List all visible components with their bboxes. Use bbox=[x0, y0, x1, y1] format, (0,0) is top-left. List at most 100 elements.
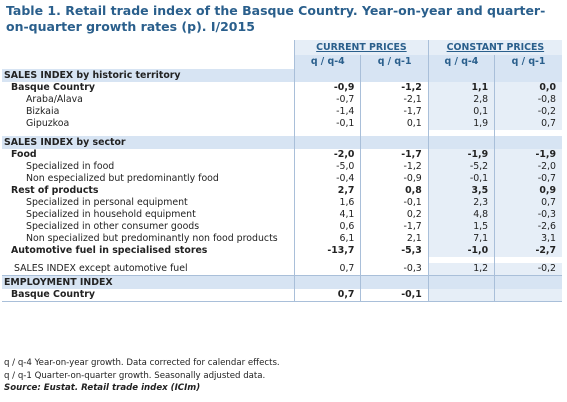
current-q4-value: 2,7 bbox=[294, 185, 361, 197]
current-q1-value: -0,9 bbox=[360, 173, 429, 185]
row-label: Specialized in other consumer goods bbox=[26, 221, 200, 232]
table-title: Table 1. Retail trade index of the Basqu… bbox=[6, 3, 546, 34]
table-row: Rest of products 2,7 0,8 3,5 0,9 bbox=[2, 185, 562, 197]
table-row: SALES INDEX except automotive fuel 0,7 -0,… bbox=[2, 263, 562, 276]
table-row: Bizkaia -1,4 -1,7 0,1 -0,2 bbox=[2, 106, 562, 118]
constant-q4-value: -5,2 bbox=[427, 161, 495, 173]
current-q4-header: q / q-4 bbox=[294, 55, 361, 69]
constant-q4-value: 1,2 bbox=[427, 263, 495, 276]
current-q1-header: q / q-1 bbox=[360, 55, 429, 69]
spacer-row bbox=[2, 130, 562, 136]
current-q1-value: 0,1 bbox=[360, 118, 429, 130]
current-q1-value: -1,2 bbox=[360, 161, 429, 173]
section-empty-cell bbox=[427, 69, 495, 82]
table-row: Non especialized but predominantly food -… bbox=[2, 173, 562, 185]
current-q1-value: -5,3 bbox=[360, 245, 429, 257]
current-q4-value: -2,0 bbox=[294, 149, 361, 161]
constant-q4-value: 3,5 bbox=[427, 185, 495, 197]
constant-q4-value: 7,1 bbox=[427, 233, 495, 245]
section-empty-cell bbox=[360, 275, 429, 289]
table-row: Specialized in household equipment 4,1 0,2… bbox=[2, 209, 562, 221]
constant-q4-value bbox=[427, 289, 495, 302]
current-q4-value: 0,7 bbox=[294, 289, 361, 302]
row-label: Bizkaia bbox=[26, 106, 60, 117]
constant-q4-value: -0,1 bbox=[427, 173, 495, 185]
section-empty-cell bbox=[294, 136, 361, 149]
current-q4-value: -0,9 bbox=[294, 82, 361, 94]
constant-q4-value: 1,5 bbox=[427, 221, 495, 233]
current-q4-value: 0,6 bbox=[294, 221, 361, 233]
note-quarter-on-quarter: q / q-1 Quarter-on-quarter growth. Seaso… bbox=[4, 370, 266, 381]
constant-q4-value: -1,9 bbox=[427, 149, 495, 161]
table-row: Food -2,0 -1,7 -1,9 -1,9 bbox=[2, 149, 562, 161]
current-q4-value: 6,1 bbox=[294, 233, 361, 245]
spacer-row bbox=[2, 257, 562, 263]
section-empty-cell bbox=[360, 136, 429, 149]
row-label: Basque Country bbox=[2, 289, 295, 302]
row-label: Food bbox=[11, 149, 37, 160]
retail-trade-table: CURRENT PRICES CONSTANT PRICES q / q-4 q… bbox=[2, 40, 562, 302]
row-label: Specialized in personal equipment bbox=[26, 197, 188, 208]
constant-q1-value: -0,8 bbox=[494, 94, 562, 106]
current-q1-value: -1,7 bbox=[360, 106, 429, 118]
current-prices-header: CURRENT PRICES bbox=[294, 40, 429, 55]
row-label: Non especialized but predominantly food bbox=[26, 173, 219, 184]
table-row: Gipuzkoa -0,1 0,1 1,9 0,7 bbox=[2, 118, 562, 130]
constant-q4-value: -1,0 bbox=[427, 245, 495, 257]
section-header-employment: EMPLOYMENT INDEX bbox=[2, 275, 562, 289]
row-label: Gipuzkoa bbox=[26, 118, 70, 129]
current-q4-value: -0,1 bbox=[294, 118, 361, 130]
row-label: Automotive fuel in specialised stores bbox=[11, 245, 208, 256]
constant-prices-header: CONSTANT PRICES bbox=[427, 40, 562, 55]
section-empty-cell bbox=[494, 136, 562, 149]
constant-q1-value: -2,7 bbox=[494, 245, 562, 257]
constant-q1-value: -0,2 bbox=[494, 263, 562, 276]
constant-q4-value: 2,3 bbox=[427, 197, 495, 209]
current-q4-value: 0,7 bbox=[294, 263, 361, 276]
constant-q4-header: q / q-4 bbox=[427, 55, 495, 69]
table-row: Basque Country 0,7 -0,1 bbox=[2, 289, 562, 302]
table-row: Automotive fuel in specialised stores -13… bbox=[2, 245, 562, 257]
section-empty-cell bbox=[360, 69, 429, 82]
section-empty-cell bbox=[427, 136, 495, 149]
constant-q1-value: 0,7 bbox=[494, 197, 562, 209]
constant-q4-value: 1,9 bbox=[427, 118, 495, 130]
table-row: Specialized in personal equipment 1,6 -0,1… bbox=[2, 197, 562, 209]
row-label: Specialized in food bbox=[26, 161, 115, 172]
constant-q1-value: -0,2 bbox=[494, 106, 562, 118]
table-row: Non specialized but predominantly non fo… bbox=[2, 233, 562, 245]
current-q4-value: 1,6 bbox=[294, 197, 361, 209]
current-q4-value: -0,4 bbox=[294, 173, 361, 185]
current-q1-value: 2,1 bbox=[360, 233, 429, 245]
row-label: Basque Country bbox=[11, 82, 95, 93]
current-q1-value: -1,7 bbox=[360, 221, 429, 233]
table-row: Specialized in food -5,0 -1,2 -5,2 -2,0 bbox=[2, 161, 562, 173]
section-header-0: SALES INDEX by historic territory bbox=[2, 69, 562, 82]
section-empty-cell bbox=[294, 69, 361, 82]
constant-q1-value: 0,9 bbox=[494, 185, 562, 197]
section-title: EMPLOYMENT INDEX bbox=[2, 275, 295, 289]
constant-q1-value: -2,6 bbox=[494, 221, 562, 233]
note-year-on-year: q / q-4 Year-on-year growth. Data correc… bbox=[4, 358, 280, 368]
row-label: Rest of products bbox=[11, 185, 99, 196]
row-label: Araba/Álava bbox=[26, 94, 83, 105]
constant-q4-value: 2,8 bbox=[427, 94, 495, 106]
row-label: SALES INDEX except automotive fuel bbox=[2, 263, 295, 276]
constant-q4-value: 0,1 bbox=[427, 106, 495, 118]
constant-q1-value: -2,0 bbox=[494, 161, 562, 173]
constant-q1-value: 3,1 bbox=[494, 233, 562, 245]
table-notes: q / q-4 Year-on-year growth. Data correc… bbox=[4, 357, 280, 395]
table-row: Araba/Álava -0,7 -2,1 2,8 -0,8 bbox=[2, 94, 562, 106]
section-empty-cell bbox=[427, 275, 495, 289]
section-empty-cell bbox=[494, 69, 562, 82]
current-q4-value: -13,7 bbox=[294, 245, 361, 257]
current-q1-value: -2,1 bbox=[360, 94, 429, 106]
constant-q1-header: q / q-1 bbox=[494, 55, 562, 69]
constant-q1-value: 0,0 bbox=[494, 82, 562, 94]
source-note: Source: Eustat. Retail trade index (ICIm… bbox=[4, 383, 201, 393]
section-header-1: SALES INDEX by sector bbox=[2, 136, 562, 149]
table-row: Specialized in other consumer goods 0,6 -1… bbox=[2, 221, 562, 233]
current-q1-value: 0,2 bbox=[360, 209, 429, 221]
column-sub-header-row: q / q-4 q / q-1 q / q-4 q / q-1 bbox=[2, 55, 562, 69]
current-q1-value: -1,2 bbox=[360, 82, 429, 94]
